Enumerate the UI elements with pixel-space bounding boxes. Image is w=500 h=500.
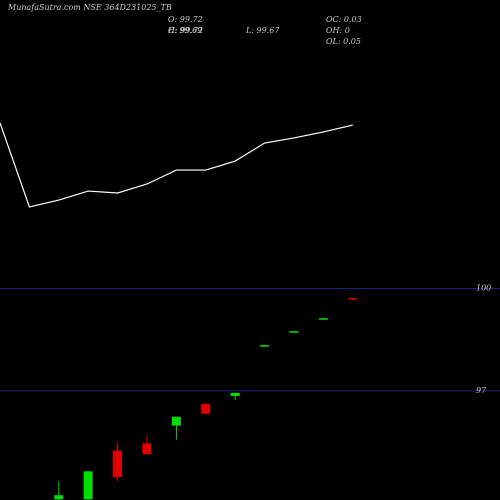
candle-body [260,345,270,347]
y-tick-label: 97 [476,386,487,395]
ohlc-label: OH: 0 [326,26,350,35]
candle-body [201,403,211,414]
ohlc-label: H: 99.72 [167,26,203,35]
candle-body [348,298,358,300]
candle-body [230,392,240,396]
y-tick-label: 100 [476,284,491,293]
candle-body [318,318,328,320]
ohlc-label: C: 99.69 [168,26,202,35]
ohlc-label: OL: 0.05 [326,37,361,46]
ohlc-label: O: 99.72 [168,15,203,24]
candle-body [54,495,64,500]
candle-body [83,471,93,500]
ohlc-label: OC: 0.03 [326,15,362,24]
candle-body [289,331,299,333]
candle-body [171,416,181,426]
candle-body [142,443,152,455]
candle-body [113,450,123,478]
ohlc-label: L: 99.67 [245,26,280,35]
chart-title: MunafaSutra.com NSE 364D231025_TB [7,3,172,12]
price-line [0,122,353,208]
